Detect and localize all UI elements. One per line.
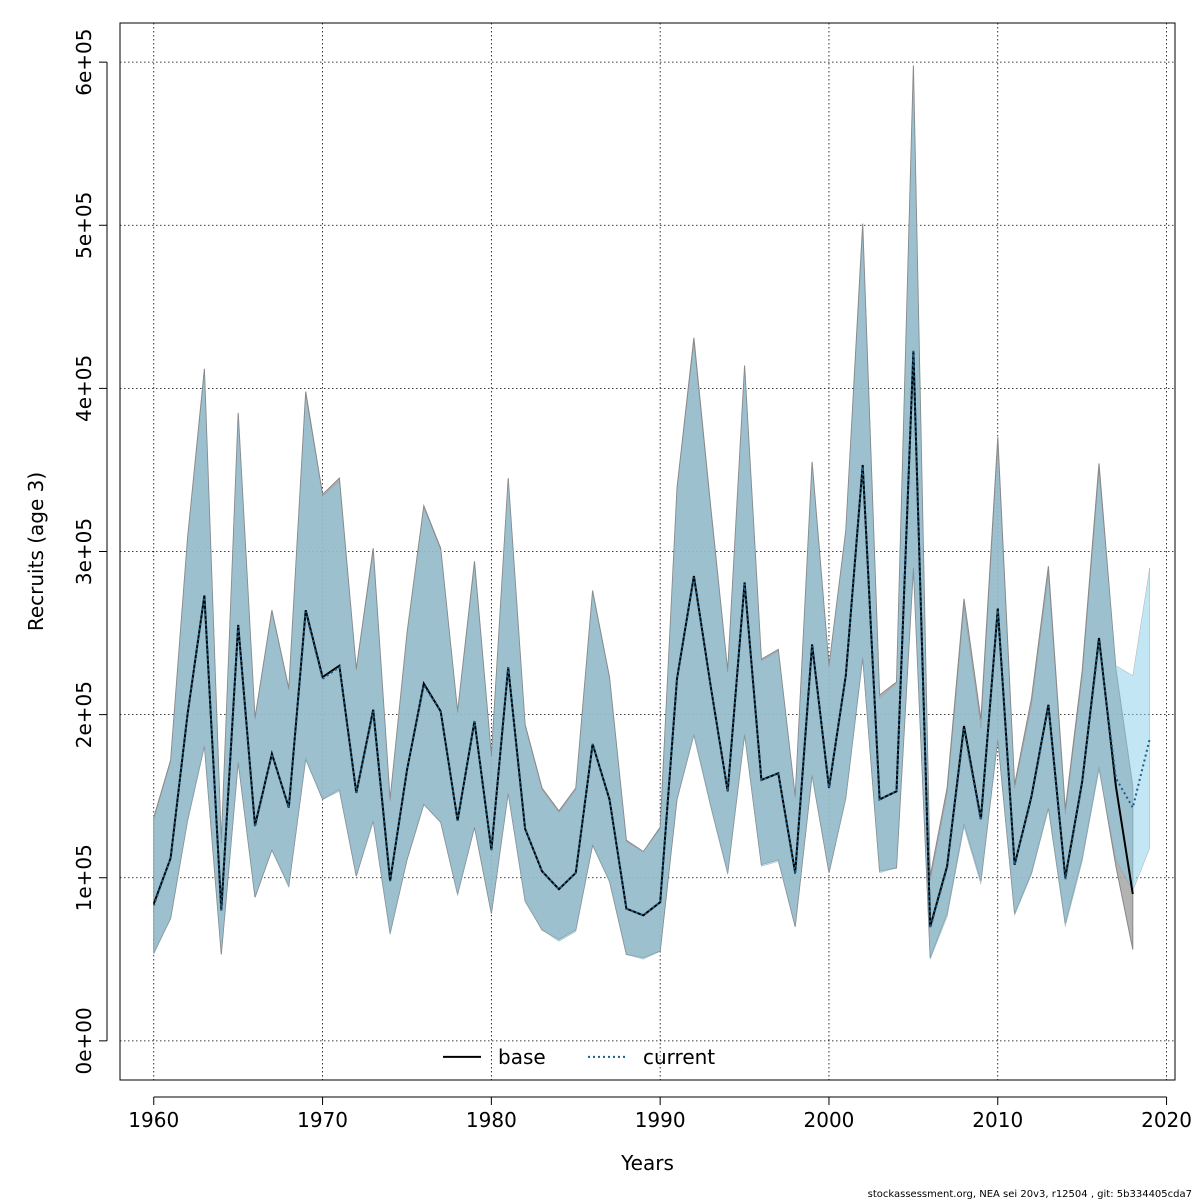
x-tick-label: 1970 xyxy=(297,1108,348,1132)
legend-label-current: current xyxy=(643,1045,715,1069)
legend-label-base: base xyxy=(498,1045,546,1069)
y-tick-label: 4e+05 xyxy=(72,355,96,422)
x-axis: 1960 1970 1980 1990 2000 2010 2020 xyxy=(128,1096,1192,1132)
x-tick-label: 2000 xyxy=(804,1108,855,1132)
x-tick-label: 1980 xyxy=(466,1108,517,1132)
y-tick-label: 1e+05 xyxy=(72,844,96,911)
x-tick-label: 1960 xyxy=(128,1108,179,1132)
y-tick-label: 5e+05 xyxy=(72,192,96,259)
plot-frame xyxy=(119,22,1176,1081)
y-tick-label: 2e+05 xyxy=(72,681,96,748)
y-tick-label: 3e+05 xyxy=(72,518,96,585)
confidence-bands xyxy=(153,65,1150,960)
x-tick-label: 2020 xyxy=(1141,1108,1192,1132)
y-tick-label: 0e+00 xyxy=(72,1007,96,1074)
y-axis-title: Recruits (age 3) xyxy=(24,472,48,631)
legend: base current xyxy=(443,1045,715,1069)
footer-credit: stockassessment.org, NEA sei 20v3, r1250… xyxy=(868,1189,1192,1200)
y-axis: 0e+00 1e+05 2e+05 3e+05 4e+05 5e+05 6e+05 xyxy=(72,29,108,1074)
estimate-lines xyxy=(152,350,1151,929)
y-tick-label: 6e+05 xyxy=(72,29,96,96)
current-confidence-band xyxy=(153,70,1150,960)
x-tick-label: 1990 xyxy=(635,1108,686,1132)
x-axis-title: Years xyxy=(620,1151,674,1175)
x-tick-label: 2010 xyxy=(972,1108,1023,1132)
